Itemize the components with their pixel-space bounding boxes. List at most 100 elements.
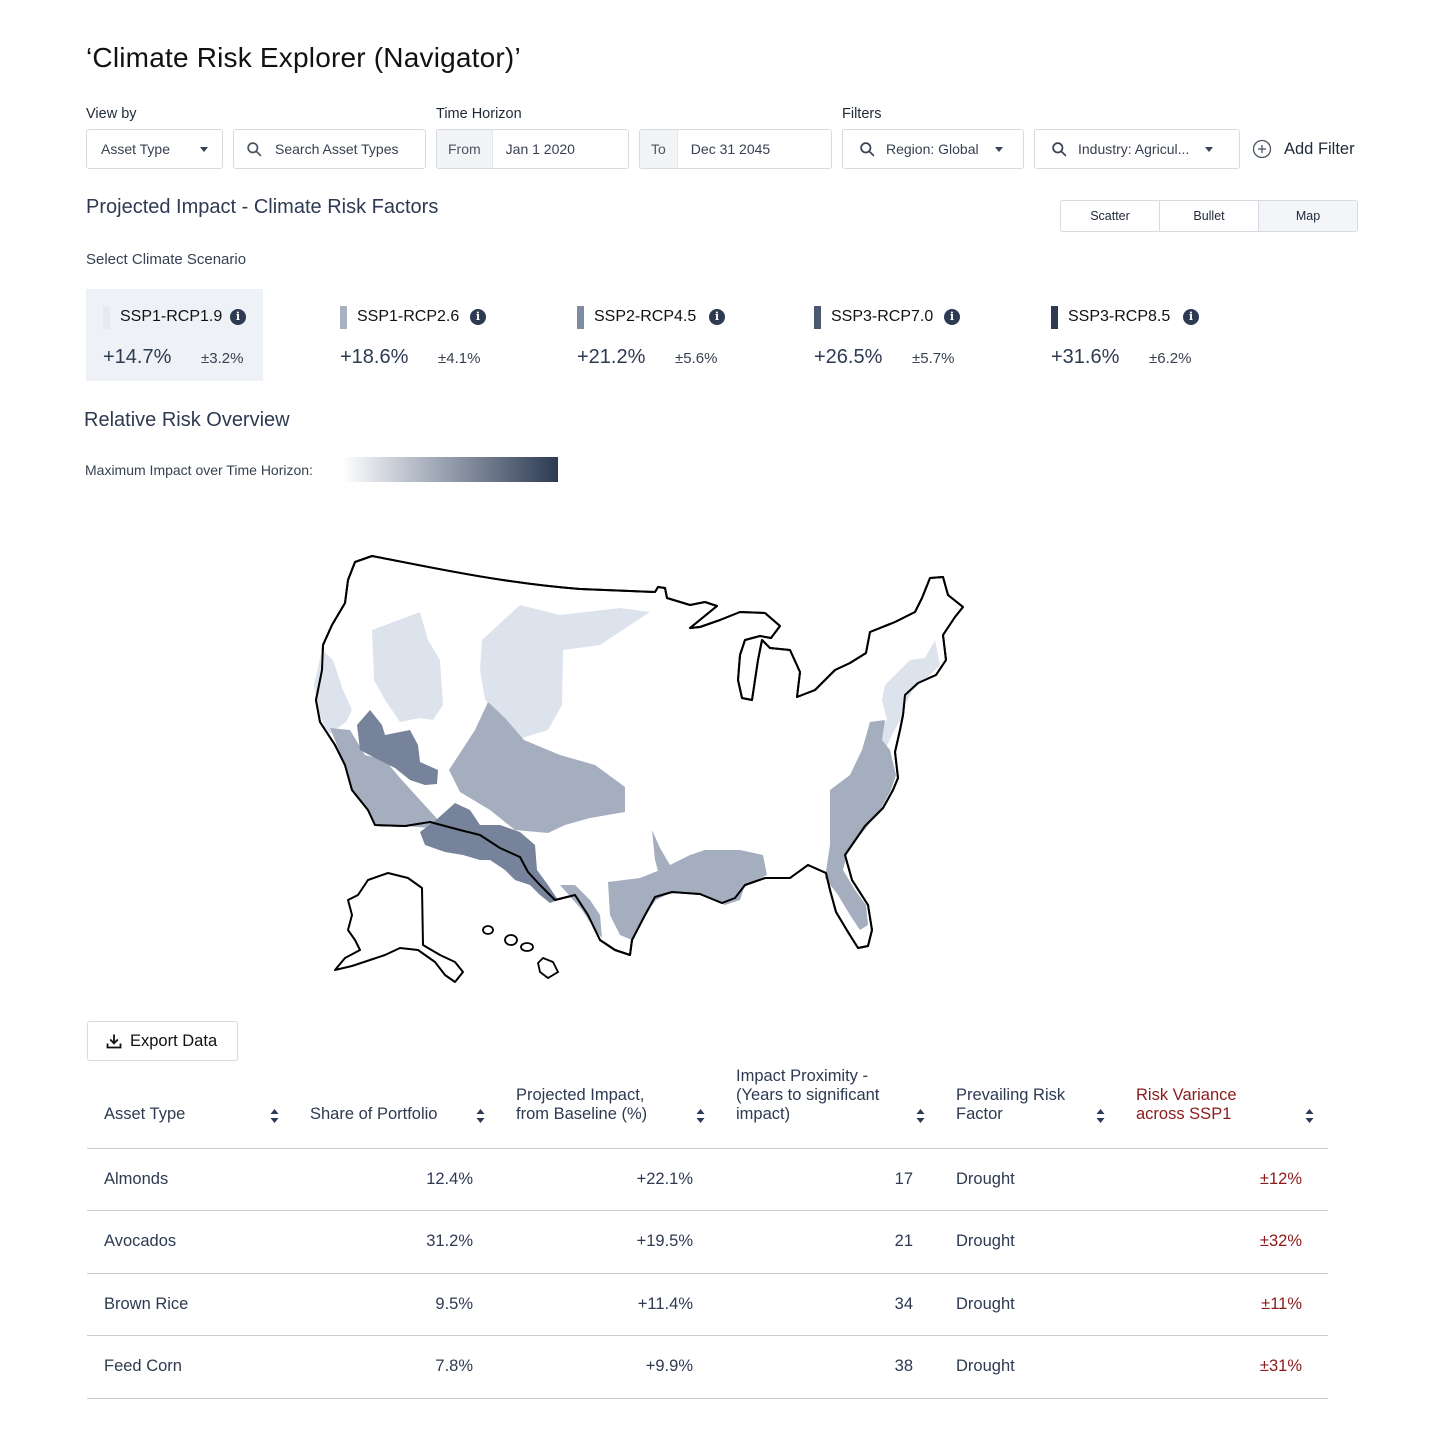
header-label: Share of Portfolio [310, 1104, 438, 1123]
sort-icon[interactable] [1305, 1108, 1314, 1124]
map-alaska [334, 872, 464, 983]
cell-risk-factor: Drought [939, 1210, 1119, 1274]
info-icon[interactable]: i [470, 309, 486, 325]
sort-icon[interactable] [476, 1108, 485, 1124]
cell-impact-proximity: 38 [719, 1335, 939, 1399]
column-header-risk-variance[interactable]: Risk Variance across SSP1 [1119, 1064, 1328, 1149]
overview-title: Relative Risk Overview [84, 409, 290, 431]
cell-share: 31.2% [293, 1210, 499, 1274]
cell-asset-type: Feed Corn [87, 1335, 293, 1399]
sort-icon[interactable] [916, 1108, 925, 1124]
cell-risk-variance: ±32% [1119, 1210, 1328, 1274]
sort-icon[interactable] [1096, 1108, 1105, 1124]
add-filter-button[interactable]: Add Filter [1252, 136, 1355, 162]
asset-type-search-input[interactable]: Search Asset Types [233, 129, 426, 169]
table-row[interactable]: Avocados 31.2% +19.5% 21 Drought ±32% [87, 1210, 1328, 1274]
cell-share: 12.4% [293, 1148, 499, 1211]
view-by-dropdown[interactable]: Asset Type [86, 129, 223, 169]
table-row[interactable]: Feed Corn 7.8% +9.9% 38 Drought ±31% [87, 1335, 1328, 1399]
legend-label: Maximum Impact over Time Horizon: [85, 462, 313, 478]
column-header-projected-impact[interactable]: Projected Impact, from Baseline (%) [499, 1064, 719, 1149]
map-hawaii [482, 925, 560, 980]
cell-projected-impact: +11.4% [499, 1273, 719, 1336]
column-header-asset-type[interactable]: Asset Type [87, 1064, 293, 1149]
industry-filter-value: Industry: Agricul... [1078, 141, 1190, 157]
mid-risk-regions [330, 702, 896, 940]
scenario-card-ssp3-rcp85[interactable]: SSP3-RCP8.5 i +31.6% ±6.2% [1034, 289, 1211, 381]
to-date-value: Dec 31 2045 [690, 141, 771, 157]
cell-risk-variance: ±31% [1119, 1335, 1328, 1399]
us-risk-map [314, 555, 964, 983]
scenario-name: SSP2-RCP4.5 [594, 308, 697, 325]
search-icon [860, 141, 875, 156]
impact-gradient-legend [342, 457, 558, 482]
from-date-value: Jan 1 2020 [505, 141, 575, 157]
scenario-card-ssp1-rcp26[interactable]: SSP1-RCP2.6 i +18.6% ±4.1% [323, 289, 500, 381]
scenario-deviation: ±4.1% [438, 350, 481, 367]
scenario-color-swatch [814, 306, 821, 329]
scenario-card-ssp3-rcp70[interactable]: SSP3-RCP7.0 i +26.5% ±5.7% [797, 289, 974, 381]
export-data-button[interactable]: Export Data [87, 1021, 238, 1061]
info-icon[interactable]: i [709, 309, 725, 325]
filters-label: Filters [842, 106, 882, 122]
view-scatter-button[interactable]: Scatter [1061, 201, 1160, 231]
scenario-card-ssp1-rcp19[interactable]: SSP1-RCP1.9 i +14.7% ±3.2% [86, 289, 263, 381]
scenario-value: +26.5% [814, 346, 883, 368]
to-date-field[interactable]: To Dec 31 2045 [639, 129, 832, 169]
cell-projected-impact: +9.9% [499, 1335, 719, 1399]
column-header-share[interactable]: Share of Portfolio [293, 1064, 499, 1149]
table-row[interactable]: Brown Rice 9.5% +11.4% 34 Drought ±11% [87, 1273, 1328, 1336]
industry-filter-dropdown[interactable]: Industry: Agricul... [1034, 129, 1240, 169]
search-placeholder: Search Asset Types [275, 141, 399, 157]
scenario-name: SSP1-RCP2.6 [357, 308, 460, 325]
cell-impact-proximity: 21 [719, 1210, 939, 1274]
search-icon [247, 141, 262, 156]
sort-icon[interactable] [270, 1108, 279, 1124]
view-toggle-group: Scatter Bullet Map [1060, 200, 1358, 232]
header-label: Prevailing Risk Factor [956, 1085, 1066, 1123]
cell-asset-type: Brown Rice [87, 1273, 293, 1336]
scenario-deviation: ±3.2% [201, 350, 244, 367]
asset-risk-table: Asset Type Share of Portfolio Projected … [87, 1064, 1328, 1399]
cell-share: 7.8% [293, 1335, 499, 1399]
sort-icon[interactable] [696, 1108, 705, 1124]
from-date-field[interactable]: From Jan 1 2020 [436, 129, 629, 169]
info-icon[interactable]: i [230, 309, 246, 325]
info-icon[interactable]: i [1183, 309, 1199, 325]
column-header-risk-factor[interactable]: Prevailing Risk Factor [939, 1064, 1119, 1149]
info-icon[interactable]: i [944, 309, 960, 325]
view-by-value: Asset Type [101, 141, 171, 157]
region-filter-value: Region: Global [886, 141, 979, 157]
cell-share: 9.5% [293, 1273, 499, 1336]
page-title: ‘Climate Risk Explorer (Navigator)’ [86, 42, 521, 73]
caret-down-icon [200, 146, 208, 152]
column-header-impact-proximity[interactable]: Impact Proximity - (Years to significant… [719, 1064, 939, 1149]
plus-circle-icon [1252, 139, 1272, 159]
cell-impact-proximity: 17 [719, 1148, 939, 1211]
scenario-name: SSP1-RCP1.9 [120, 308, 223, 325]
view-by-label: View by [86, 106, 137, 122]
scenario-name: SSP3-RCP8.5 [1068, 308, 1171, 325]
scenario-color-swatch [340, 306, 347, 329]
cell-risk-factor: Drought [939, 1148, 1119, 1211]
view-map-button[interactable]: Map [1259, 201, 1357, 231]
scenario-deviation: ±5.6% [675, 350, 718, 367]
scenario-value: +18.6% [340, 346, 409, 368]
cell-asset-type: Avocados [87, 1210, 293, 1274]
scenario-select-label: Select Climate Scenario [86, 251, 247, 268]
table-header-row: Asset Type Share of Portfolio Projected … [87, 1064, 1328, 1149]
scenario-color-swatch [103, 306, 110, 329]
cell-impact-proximity: 34 [719, 1273, 939, 1336]
view-bullet-button[interactable]: Bullet [1160, 201, 1259, 231]
region-filter-dropdown[interactable]: Region: Global [842, 129, 1024, 169]
header-label: Impact Proximity - (Years to significant… [736, 1066, 880, 1123]
time-horizon-label: Time Horizon [436, 106, 522, 122]
cell-risk-factor: Drought [939, 1273, 1119, 1336]
scenario-deviation: ±6.2% [1149, 350, 1192, 367]
scenario-card-ssp2-rcp45[interactable]: SSP2-RCP4.5 i +21.2% ±5.6% [560, 289, 737, 381]
caret-down-icon [994, 146, 1003, 152]
scenario-value: +14.7% [103, 346, 172, 368]
cell-risk-variance: ±11% [1119, 1273, 1328, 1336]
table-row[interactable]: Almonds 12.4% +22.1% 17 Drought ±12% [87, 1148, 1328, 1211]
scenario-color-swatch [1051, 306, 1058, 329]
